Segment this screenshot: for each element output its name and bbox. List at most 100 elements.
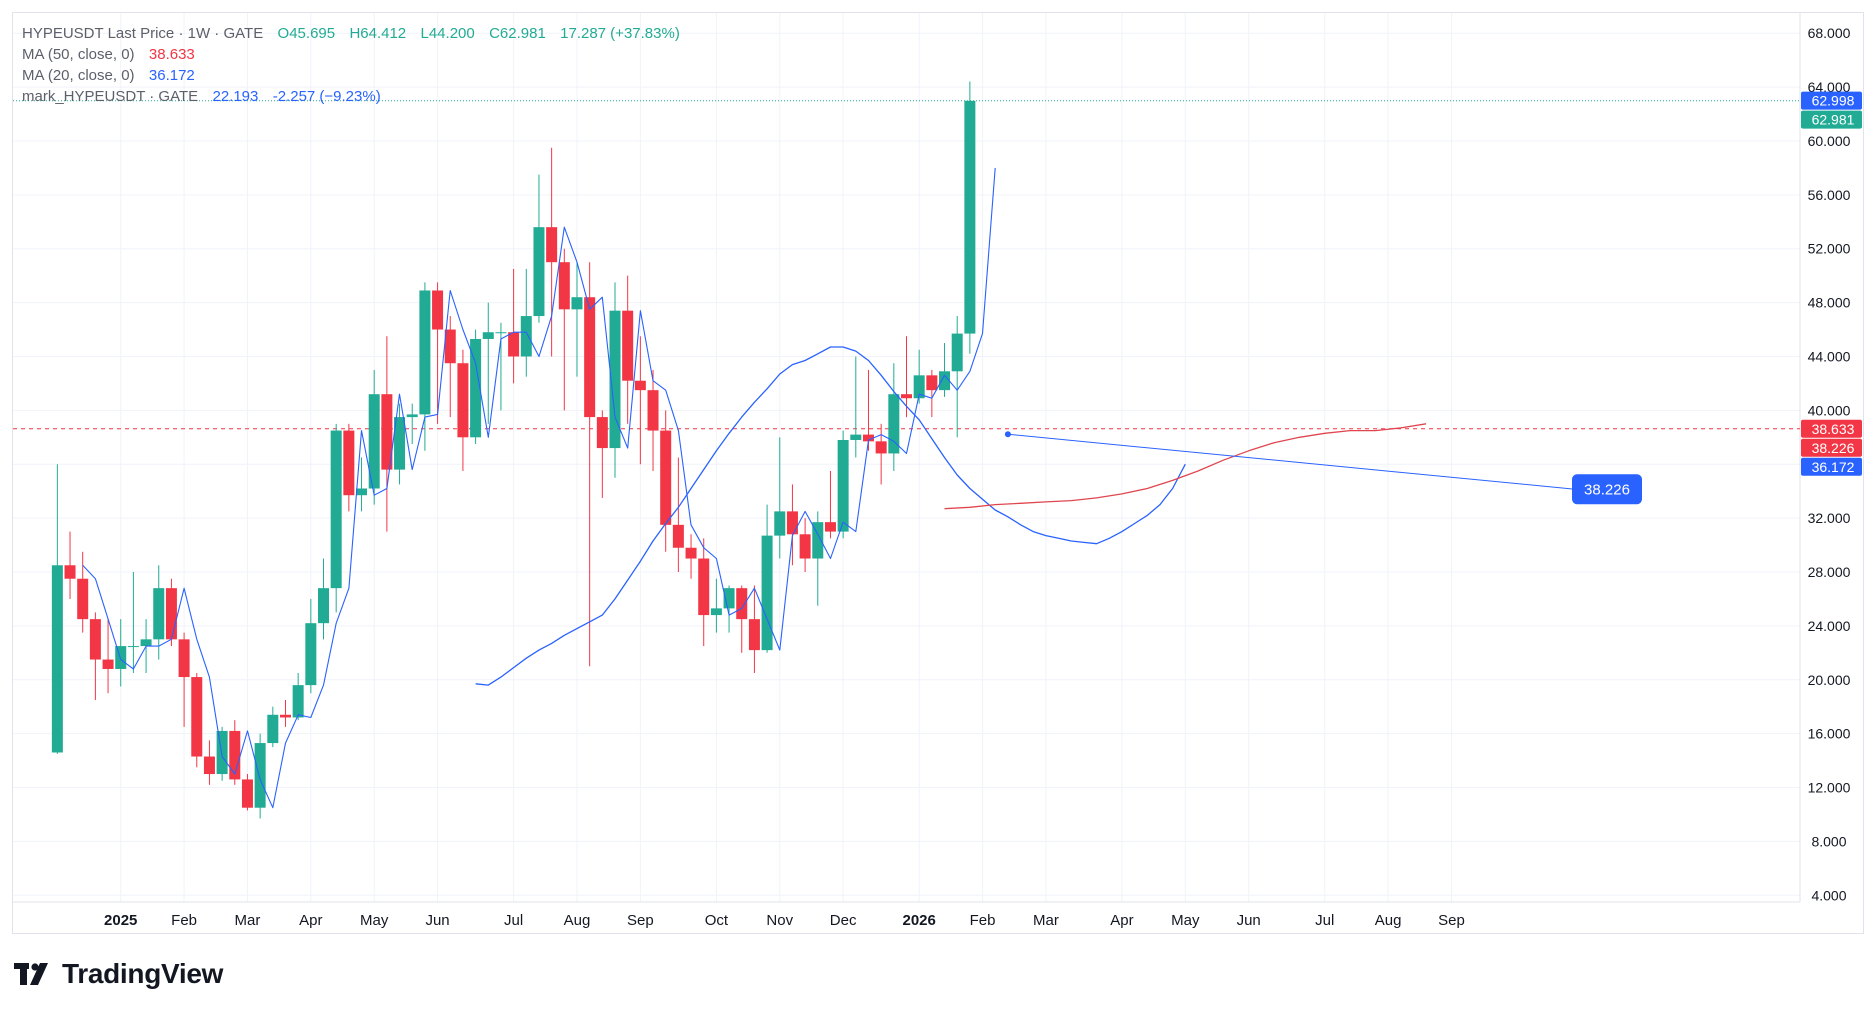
candle-body-up[interactable] <box>216 730 228 775</box>
ma20-line[interactable] <box>475 346 1186 686</box>
candle-body-down[interactable] <box>508 332 520 357</box>
candle-body-up[interactable] <box>419 290 431 415</box>
candle-body-down[interactable] <box>862 434 874 442</box>
candle-body-up[interactable] <box>470 338 482 438</box>
candle-body-down[interactable] <box>546 227 558 263</box>
candle-body-down[interactable] <box>165 588 177 640</box>
candle-body-down[interactable] <box>926 375 938 391</box>
candle-body-up[interactable] <box>520 316 532 357</box>
candle-body-down[interactable] <box>343 430 355 496</box>
candle-body-up[interactable] <box>710 608 722 616</box>
candle-body-down[interactable] <box>444 329 456 364</box>
candle-body-up[interactable] <box>951 333 963 372</box>
legend-symbol[interactable]: HYPEUSDT Last Price <box>22 25 175 42</box>
candle-body-up[interactable] <box>850 434 862 440</box>
candle-body-up[interactable] <box>51 565 63 753</box>
candle-body-up[interactable] <box>571 297 583 310</box>
candle-body-down[interactable] <box>102 659 114 669</box>
tradingview-logo[interactable]: TradingView <box>14 958 223 990</box>
candle-body-up[interactable] <box>888 394 900 454</box>
candle-body-up[interactable] <box>127 646 139 648</box>
candle-body-up[interactable] <box>939 371 951 391</box>
candle-body-down[interactable] <box>698 558 710 616</box>
legend-mark-row[interactable]: mark_HYPEUSDT · GATE 22.193 -2.257 (−9.2… <box>22 86 680 107</box>
candle-body-up[interactable] <box>254 743 266 808</box>
candle-body-down[interactable] <box>596 417 608 449</box>
candle-body-up[interactable] <box>140 639 152 647</box>
candle-body-down[interactable] <box>634 380 646 391</box>
candle-body-down[interactable] <box>203 756 215 775</box>
price-chart[interactable]: 4.000 8.000 12.000 16.000 20.000 24.000 28.000… <box>0 0 1876 940</box>
candle-body-down[interactable] <box>786 511 798 535</box>
candle-body-down[interactable] <box>229 730 241 780</box>
candle-body-up[interactable] <box>761 535 773 651</box>
candle-body-up[interactable] <box>115 646 127 669</box>
candle-body-down[interactable] <box>660 430 672 525</box>
x-tick-label: Dec <box>830 912 857 929</box>
candle-body-down[interactable] <box>748 619 760 651</box>
candle-body-down[interactable] <box>672 524 684 548</box>
candle-body-up[interactable] <box>774 511 786 536</box>
candle-body-up[interactable] <box>318 588 330 624</box>
candle-body-down[interactable] <box>799 534 811 559</box>
chart-frame[interactable] <box>12 12 1864 934</box>
candle-body-down[interactable] <box>647 390 659 431</box>
x-tick-label: Aug <box>1375 912 1402 929</box>
legend-close: C62.981 <box>489 25 546 42</box>
candle-body-down[interactable] <box>178 639 190 678</box>
candle-body-down[interactable] <box>824 522 836 532</box>
candle-body-down[interactable] <box>685 547 697 559</box>
price-tag <box>1801 419 1862 438</box>
candle-body-down[interactable] <box>89 619 101 660</box>
candle-body-up[interactable] <box>837 439 849 532</box>
y-tick-label: 16.000 <box>1808 726 1851 742</box>
y-tick-label: 68.000 <box>1808 25 1851 41</box>
candle-body-down[interactable] <box>432 290 444 330</box>
candle-body-up[interactable] <box>495 332 507 334</box>
y-tick-label: 40.000 <box>1808 402 1851 418</box>
candle-body-up[interactable] <box>292 685 304 718</box>
projection-badge[interactable] <box>1572 474 1642 505</box>
x-tick-label: Sep <box>1438 912 1465 929</box>
candle-body-up[interactable] <box>406 414 418 418</box>
candle-body-down[interactable] <box>191 677 203 757</box>
ma50-line[interactable] <box>944 423 1427 510</box>
candle-body-down[interactable] <box>457 363 469 438</box>
mark-price-line[interactable] <box>82 167 996 809</box>
x-tick-label: Nov <box>766 912 793 929</box>
x-tick-label: Mar <box>1033 912 1059 929</box>
legend-ma50-row[interactable]: MA (50, close, 0) 38.633 <box>22 44 680 65</box>
candle-body-down[interactable] <box>875 441 887 454</box>
legend-ma50-label: MA (50, close, 0) <box>22 46 135 63</box>
candle-body-up[interactable] <box>330 430 342 589</box>
candle-body-up[interactable] <box>533 227 545 317</box>
candle-body-down[interactable] <box>622 310 634 381</box>
candle-body-up[interactable] <box>267 714 279 744</box>
candle-body-up[interactable] <box>368 394 380 489</box>
candle-body-up[interactable] <box>723 588 735 609</box>
candle-body-up[interactable] <box>356 488 368 496</box>
candle-body-down[interactable] <box>901 394 912 399</box>
candle-body-up[interactable] <box>305 623 317 686</box>
candle-body-up[interactable] <box>609 310 621 449</box>
candle-body-up[interactable] <box>482 332 494 339</box>
y-tick-label: 8.000 <box>1811 833 1846 849</box>
candle-body-down[interactable] <box>241 779 253 808</box>
candle-body-up[interactable] <box>153 588 165 640</box>
candle-body-down[interactable] <box>77 578 89 620</box>
candle-body-up[interactable] <box>964 100 976 334</box>
y-tick-label: 52.000 <box>1808 241 1851 257</box>
legend-ma20-label: MA (20, close, 0) <box>22 67 135 84</box>
legend-mark-label: mark_HYPEUSDT · GATE <box>22 88 199 105</box>
legend-ma20-row[interactable]: MA (20, close, 0) 36.172 <box>22 65 680 86</box>
candle-body-down[interactable] <box>584 297 596 418</box>
candle-body-down[interactable] <box>381 394 393 470</box>
candle-body-up[interactable] <box>812 522 824 559</box>
candle-body-down[interactable] <box>736 588 748 620</box>
candle-body-down[interactable] <box>558 262 570 310</box>
candle-body-down[interactable] <box>279 714 291 718</box>
candle-body-up[interactable] <box>913 375 925 399</box>
candle-body-up[interactable] <box>394 417 406 470</box>
candle-body-down[interactable] <box>64 565 76 579</box>
price-tag <box>1801 91 1862 110</box>
